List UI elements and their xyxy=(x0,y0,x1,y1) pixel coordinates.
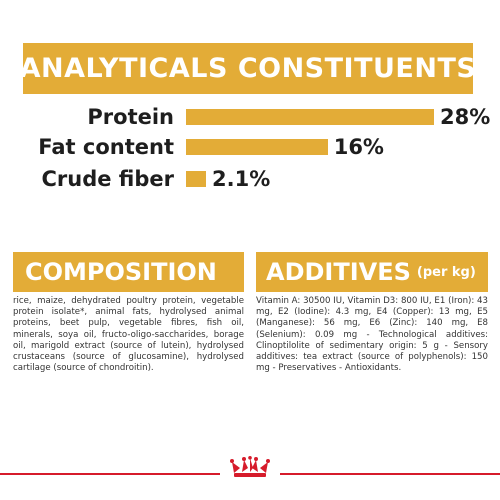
analytics-title: ANALYTICALS CONSTITUENTS xyxy=(23,53,473,84)
nutrient-bar-fiber xyxy=(186,171,206,187)
nutrient-label-protein: Protein xyxy=(87,105,174,129)
nutrient-bar-protein xyxy=(186,109,434,125)
nutrient-value-fiber: 2.1% xyxy=(212,167,271,191)
additives-text: Vitamin A: 30500 IU, Vitamin D3: 800 IU,… xyxy=(256,296,488,374)
nutrient-bar-fat xyxy=(186,139,328,155)
additives-subtitle: (per kg) xyxy=(416,264,476,280)
nutrient-label-fiber: Crude fiber xyxy=(41,167,174,191)
nutrient-value-fat: 16% xyxy=(333,135,384,159)
additives-banner: ADDITIVES (per kg) xyxy=(256,252,488,292)
composition-text: rice, maize, dehydrated poultry protein,… xyxy=(13,296,244,374)
nutrient-row-protein: Protein 28% xyxy=(0,102,500,132)
nutrient-value-protein: 28% xyxy=(440,105,491,129)
composition-title: COMPOSITION xyxy=(25,258,217,286)
nutrient-label-fat: Fat content xyxy=(38,135,174,159)
royal-canin-crown-logo-icon xyxy=(220,456,280,480)
nutrient-row-fiber: Crude fiber 2.1% xyxy=(0,164,500,194)
analytics-banner: ANALYTICALS CONSTITUENTS xyxy=(23,43,473,94)
nutrient-row-fat: Fat content 16% xyxy=(0,132,500,162)
additives-title: ADDITIVES xyxy=(266,258,411,286)
composition-banner: COMPOSITION xyxy=(13,252,244,292)
